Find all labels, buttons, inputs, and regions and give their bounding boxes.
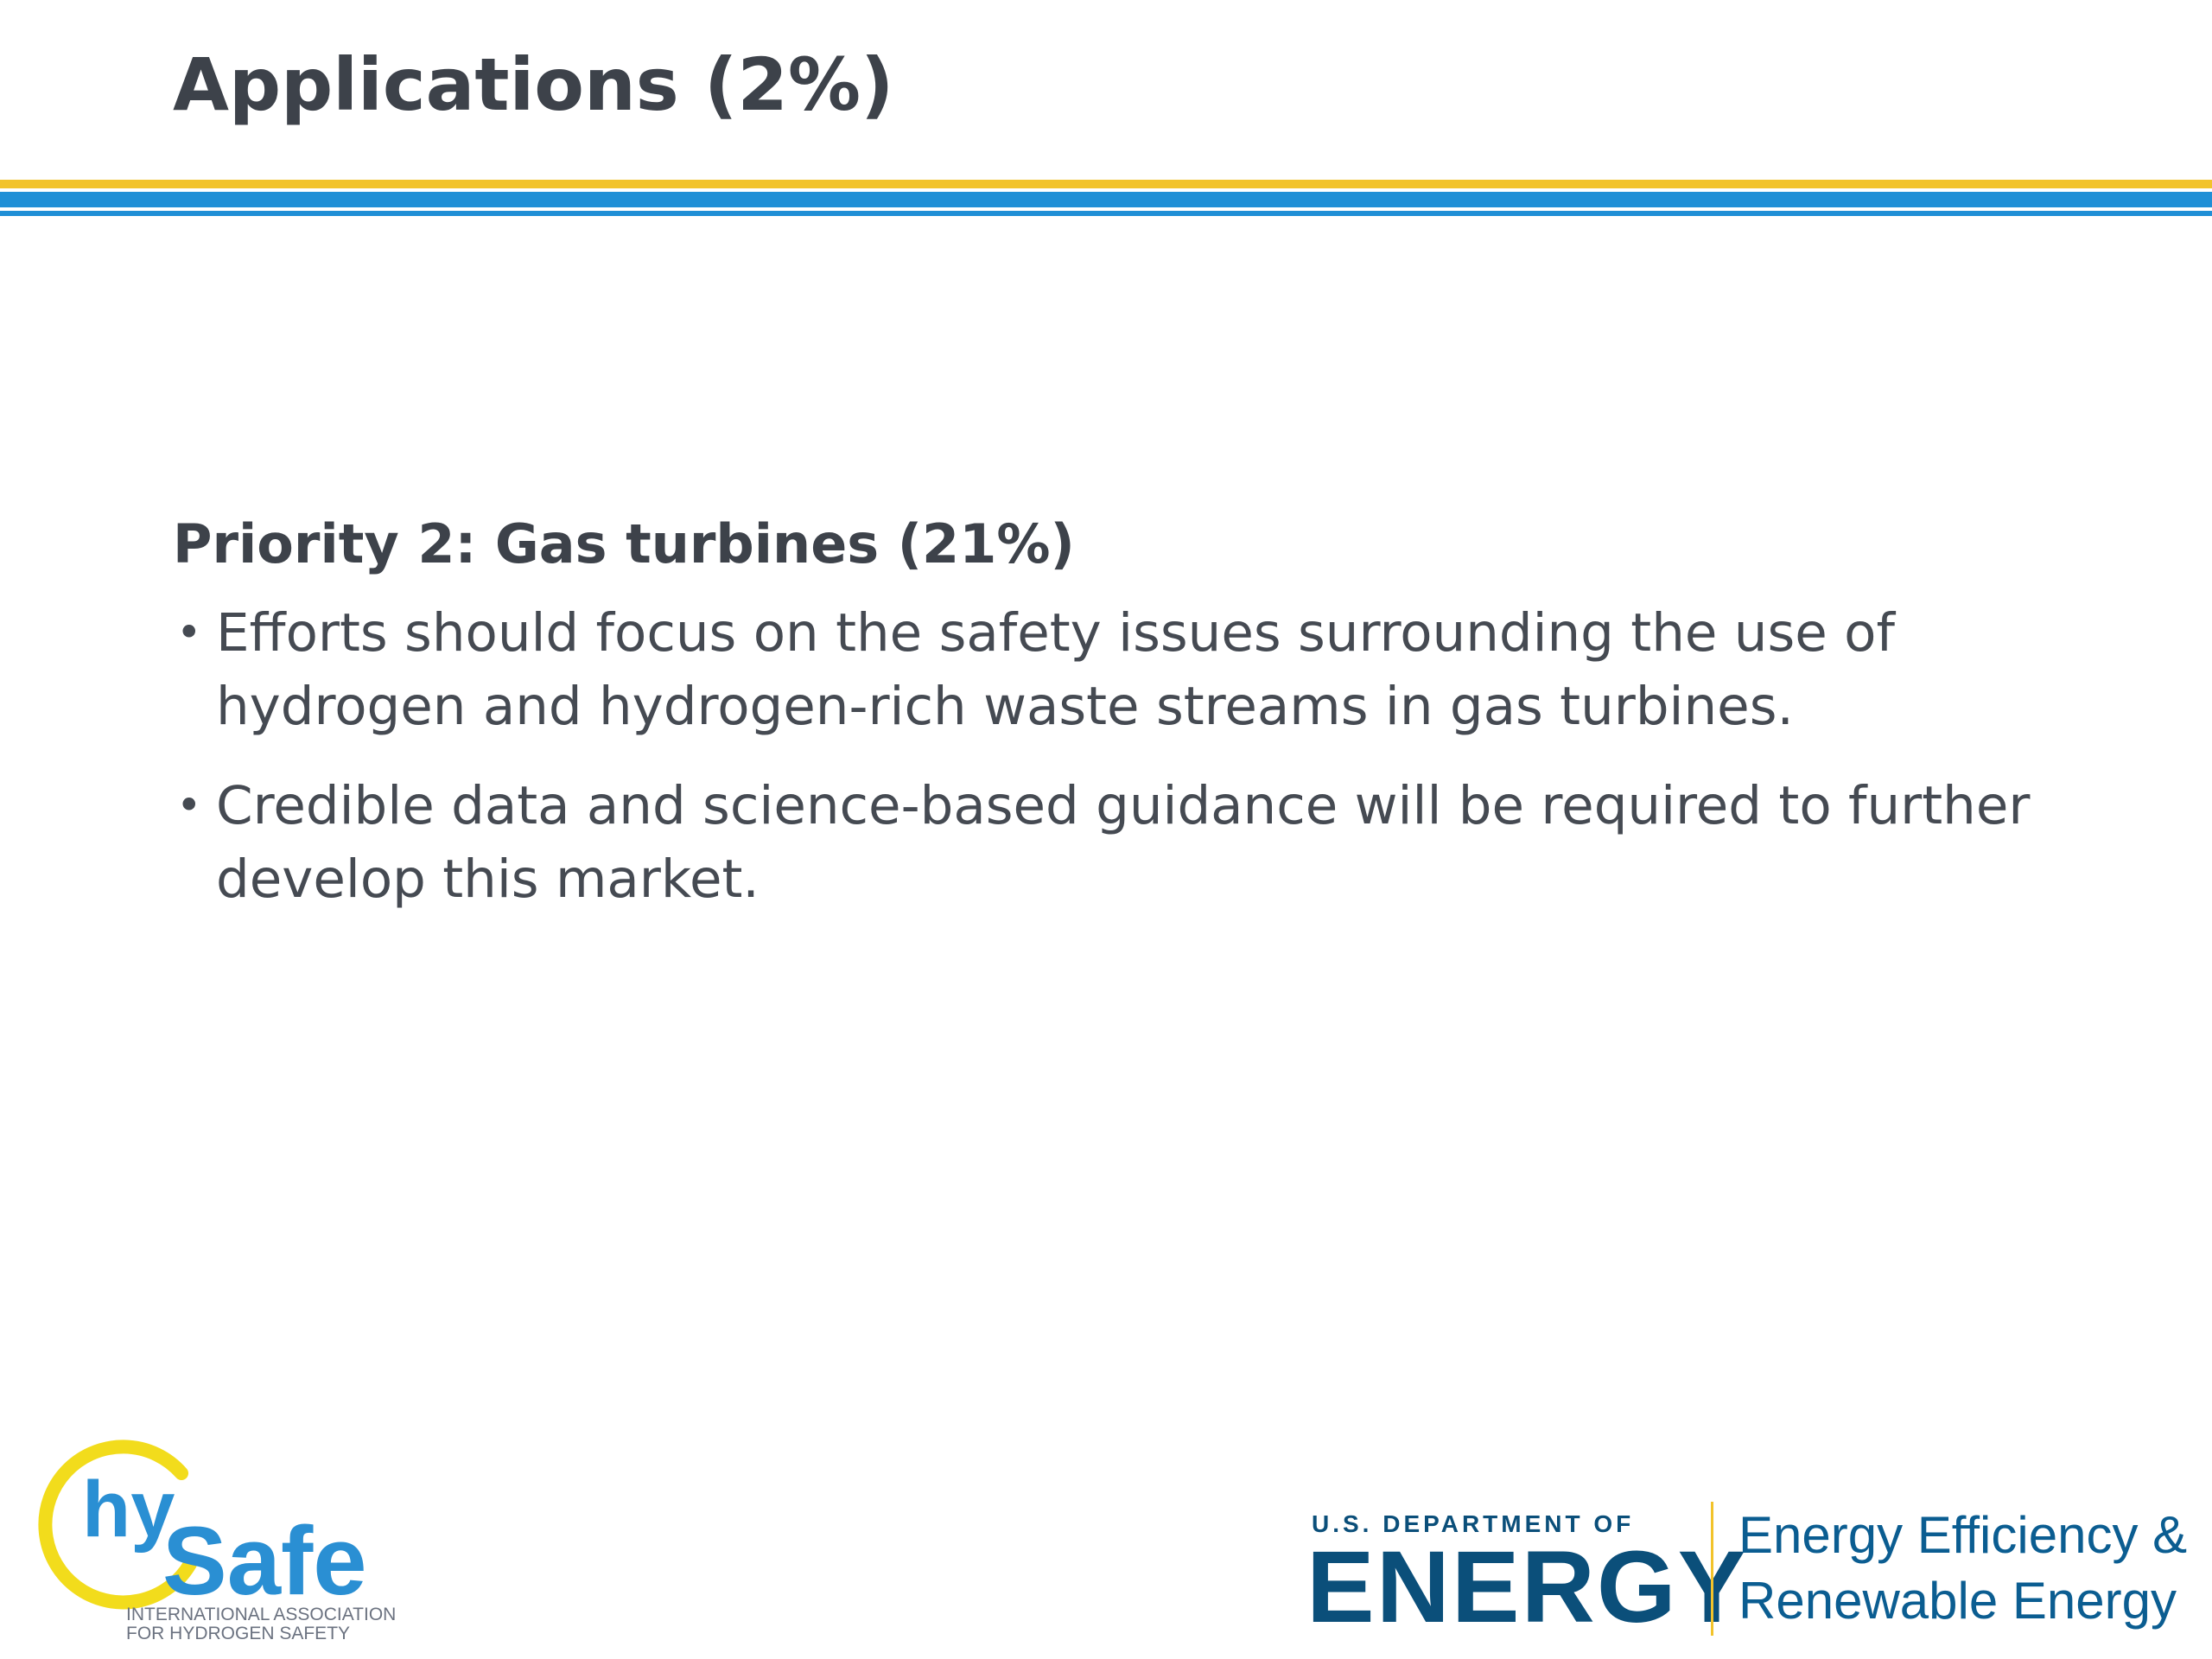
bullet-icon: • <box>176 607 202 658</box>
slide-title: Applications (2%) <box>173 42 894 127</box>
hysafe-logo: hy Safe <box>38 1440 367 1615</box>
doe-department-text: U.S. DEPARTMENT OF <box>1312 1510 1635 1537</box>
header-rule-yellow <box>0 180 2212 188</box>
priority-heading: Priority 2: Gas turbines (21%) <box>173 512 1075 575</box>
hysafe-logo-hy: hy <box>82 1465 175 1554</box>
slide-content: Priority 2: Gas turbines (21%) • Efforts… <box>173 501 2074 942</box>
bullet-item: • Credible data and science-based guidan… <box>173 769 2074 916</box>
hysafe-tagline-line2: FOR HYDROGEN SAFETY <box>126 1624 351 1643</box>
hysafe-logo-safe: Safe <box>162 1507 367 1615</box>
hysafe-tagline: INTERNATIONAL ASSOCIATION FOR HYDROGEN S… <box>126 1605 396 1643</box>
bullet-list: • Efforts should focus on the safety iss… <box>173 596 2074 916</box>
hysafe-ring-icon <box>38 1440 197 1610</box>
doe-energy-wordmark: ENERGY <box>1306 1530 1748 1644</box>
header-rule-blue-thin <box>0 211 2212 216</box>
eere-line-2: Renewable Energy <box>1738 1572 2177 1630</box>
doe-divider <box>1711 1502 1713 1636</box>
bullet-icon: • <box>176 780 202 830</box>
bullet-text: Credible data and science-based guidance… <box>216 775 2031 910</box>
hysafe-tagline-line1: INTERNATIONAL ASSOCIATION <box>126 1605 397 1624</box>
header-rule-blue <box>0 192 2212 207</box>
bullet-item: • Efforts should focus on the safety iss… <box>173 596 2074 743</box>
bullet-text: Efforts should focus on the safety issue… <box>216 602 1895 737</box>
eere-line-1: Energy Efficiency & <box>1738 1506 2188 1564</box>
